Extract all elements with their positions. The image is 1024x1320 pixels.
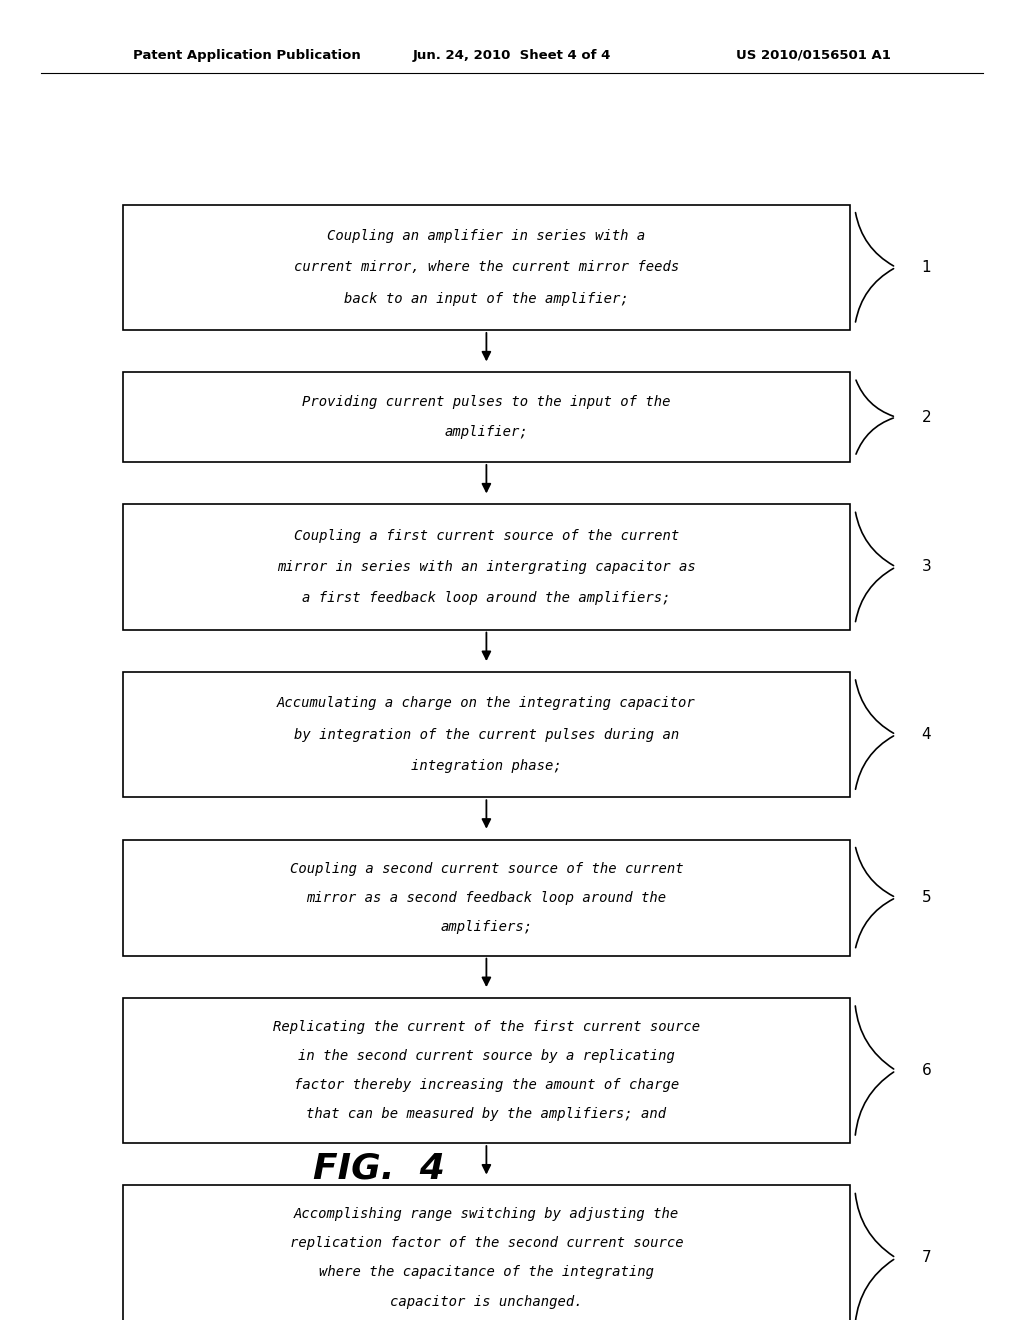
Text: Patent Application Publication: Patent Application Publication (133, 49, 360, 62)
Bar (123, 840, 850, 956)
Text: mirror in series with an intergrating capacitor as: mirror in series with an intergrating ca… (278, 560, 695, 574)
Bar (123, 1185, 850, 1320)
Text: Accomplishing range switching by adjusting the: Accomplishing range switching by adjusti… (294, 1208, 679, 1221)
Text: back to an input of the amplifier;: back to an input of the amplifier; (344, 292, 629, 306)
Text: Accumulating a charge on the integrating capacitor: Accumulating a charge on the integrating… (278, 696, 695, 710)
Text: Jun. 24, 2010  Sheet 4 of 4: Jun. 24, 2010 Sheet 4 of 4 (413, 49, 611, 62)
Bar (123, 372, 850, 462)
Text: amplifiers;: amplifiers; (440, 920, 532, 933)
Text: amplifier;: amplifier; (444, 425, 528, 440)
Text: in the second current source by a replicating: in the second current source by a replic… (298, 1049, 675, 1063)
Bar (123, 205, 850, 330)
Text: that can be measured by the amplifiers; and: that can be measured by the amplifiers; … (306, 1107, 667, 1121)
Text: 6: 6 (922, 1063, 932, 1078)
Text: capacitor is unchanged.: capacitor is unchanged. (390, 1295, 583, 1308)
Text: 1: 1 (922, 260, 931, 275)
Text: Coupling a second current source of the current: Coupling a second current source of the … (290, 862, 683, 875)
Text: factor thereby increasing the amount of charge: factor thereby increasing the amount of … (294, 1078, 679, 1092)
Text: FIG.  4: FIG. 4 (313, 1151, 444, 1185)
Bar (123, 504, 850, 630)
Text: Coupling a first current source of the current: Coupling a first current source of the c… (294, 528, 679, 543)
Text: a first feedback loop around the amplifiers;: a first feedback loop around the amplifi… (302, 591, 671, 606)
Text: Providing current pulses to the input of the: Providing current pulses to the input of… (302, 395, 671, 409)
Text: Replicating the current of the first current source: Replicating the current of the first cur… (272, 1020, 700, 1034)
Bar (123, 998, 850, 1143)
Text: 4: 4 (922, 727, 931, 742)
Text: 5: 5 (922, 890, 931, 906)
Text: US 2010/0156501 A1: US 2010/0156501 A1 (736, 49, 891, 62)
Text: 7: 7 (922, 1250, 931, 1266)
Text: 3: 3 (922, 560, 932, 574)
Text: mirror as a second feedback loop around the: mirror as a second feedback loop around … (306, 891, 667, 904)
Text: Coupling an amplifier in series with a: Coupling an amplifier in series with a (328, 228, 645, 243)
Bar (123, 672, 850, 797)
Text: 2: 2 (922, 409, 931, 425)
Text: replication factor of the second current source: replication factor of the second current… (290, 1237, 683, 1250)
Text: by integration of the current pulses during an: by integration of the current pulses dur… (294, 727, 679, 742)
Text: integration phase;: integration phase; (411, 759, 562, 774)
Text: current mirror, where the current mirror feeds: current mirror, where the current mirror… (294, 260, 679, 275)
Text: where the capacitance of the integrating: where the capacitance of the integrating (318, 1266, 654, 1279)
